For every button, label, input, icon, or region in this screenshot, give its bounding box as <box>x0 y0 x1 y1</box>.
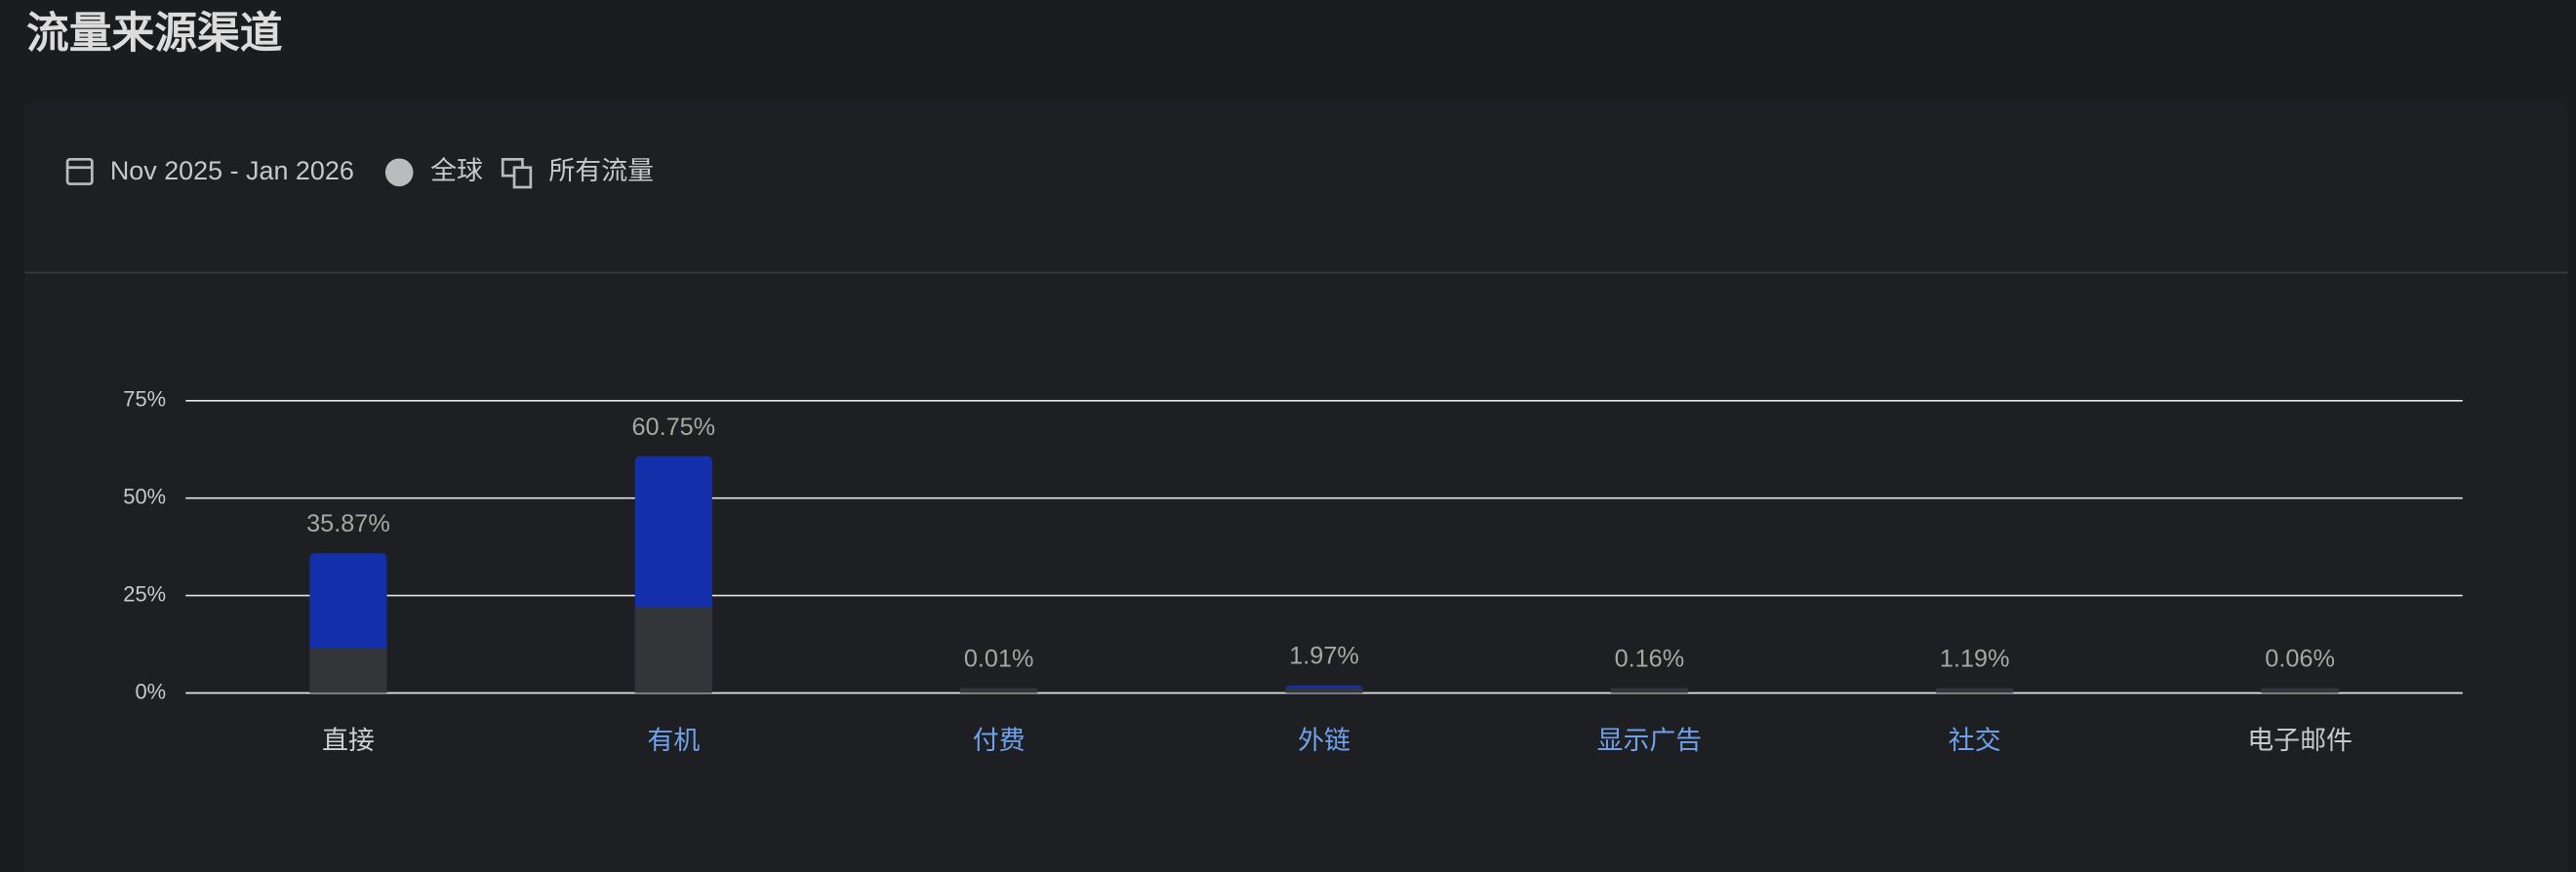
value-label: 0.01% <box>964 645 1034 672</box>
chart: 0% 25% 50% 75% 直接 35.87% 有机 60.75% 付费 0.01% 外链 1.97… <box>123 387 2463 755</box>
region: 全球 <box>430 156 483 185</box>
x-tick-label: 电子邮件 <box>2247 726 2353 755</box>
region-filter[interactable]: 全球 <box>384 156 483 187</box>
value-label: 1.19% <box>1940 645 2010 672</box>
value-label: 1.97% <box>1289 643 1359 670</box>
y-tick-label: 0% <box>135 679 166 703</box>
y-tick-label: 25% <box>123 581 166 606</box>
bar <box>960 688 1038 694</box>
date-filter[interactable]: Nov 2025 - Jan 2026 <box>65 156 354 185</box>
bar <box>634 607 712 694</box>
bar <box>2261 688 2339 694</box>
bar <box>1610 688 1688 694</box>
x-tick-label: 外链 <box>1298 726 1350 755</box>
value-label: 35.87% <box>306 510 390 537</box>
x-tick-label: 直接 <box>322 726 375 755</box>
y-tick-label: 75% <box>123 387 166 412</box>
value-label: 0.06% <box>2265 645 2335 672</box>
bar <box>1936 688 2014 694</box>
x-tick-label: 有机 <box>647 726 700 755</box>
x-tick-label: 付费 <box>973 726 1026 755</box>
value-label: 0.16% <box>1615 645 1685 672</box>
traffic-filter[interactable]: 所有流量 <box>501 156 654 189</box>
x-tick-label: 社交 <box>1949 726 2001 755</box>
date-range: Nov 2025 - Jan 2026 <box>110 156 354 185</box>
x-tick-label: 显示广告 <box>1597 726 1703 755</box>
bar <box>1285 688 1363 694</box>
card <box>24 101 2568 872</box>
calendar-icon <box>65 157 94 185</box>
y-tick-label: 50% <box>123 484 166 508</box>
globe-icon <box>384 158 414 187</box>
device-icon-front <box>512 166 533 189</box>
bar <box>309 648 387 694</box>
traffic: 所有流量 <box>548 156 654 185</box>
value-label: 60.75% <box>632 414 716 441</box>
page-title: 流量来源渠道 <box>26 10 283 58</box>
